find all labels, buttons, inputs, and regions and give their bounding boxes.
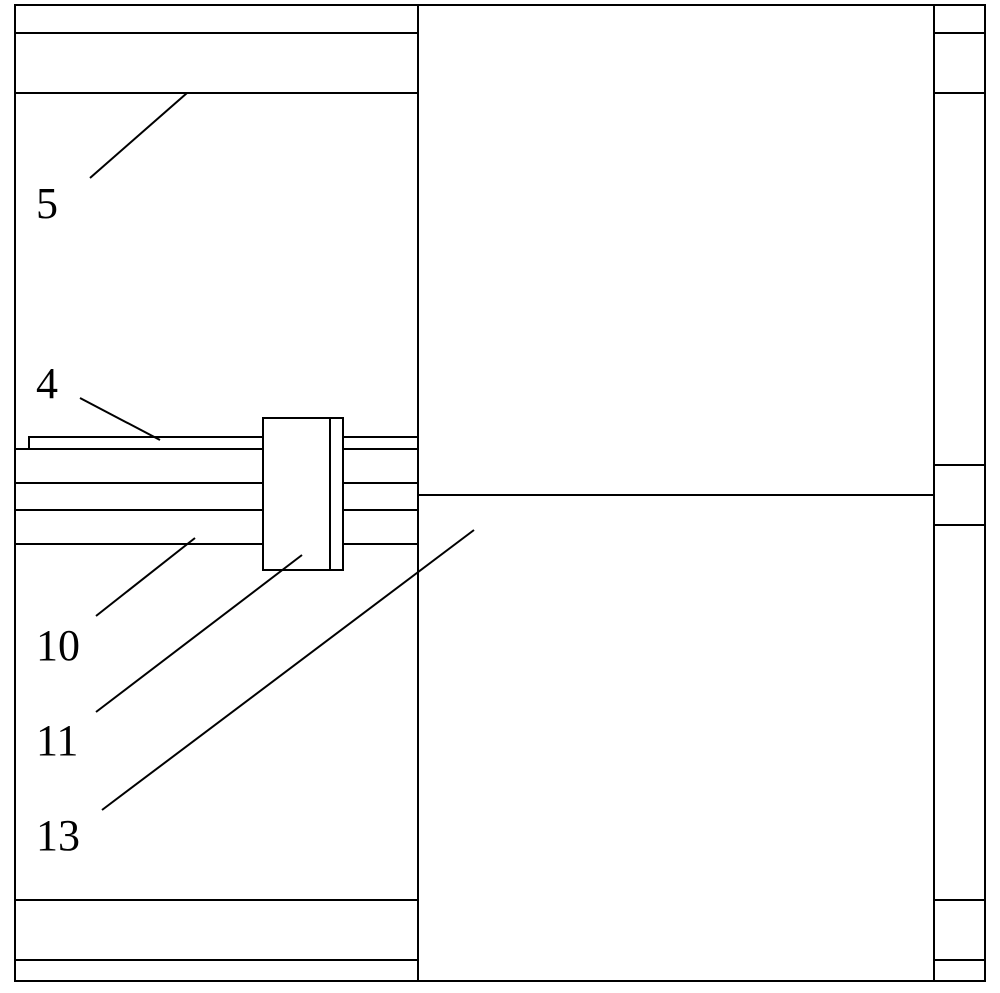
label-4: 4: [36, 359, 58, 408]
plate-upper: [29, 437, 418, 449]
main-block: [418, 5, 934, 981]
clamp-inner: [330, 418, 343, 570]
bottom-bar-left: [15, 900, 418, 960]
top-bar-right: [934, 33, 985, 93]
label-11: 11: [36, 716, 78, 765]
bottom-bar-right: [934, 900, 985, 960]
tube-upper: [15, 449, 418, 483]
top-bar-left: [15, 33, 418, 93]
label-5: 5: [36, 179, 58, 228]
mid-bar-right: [934, 465, 985, 525]
tube-lower: [15, 510, 418, 544]
label-10: 10: [36, 621, 80, 670]
label-13: 13: [36, 811, 80, 860]
